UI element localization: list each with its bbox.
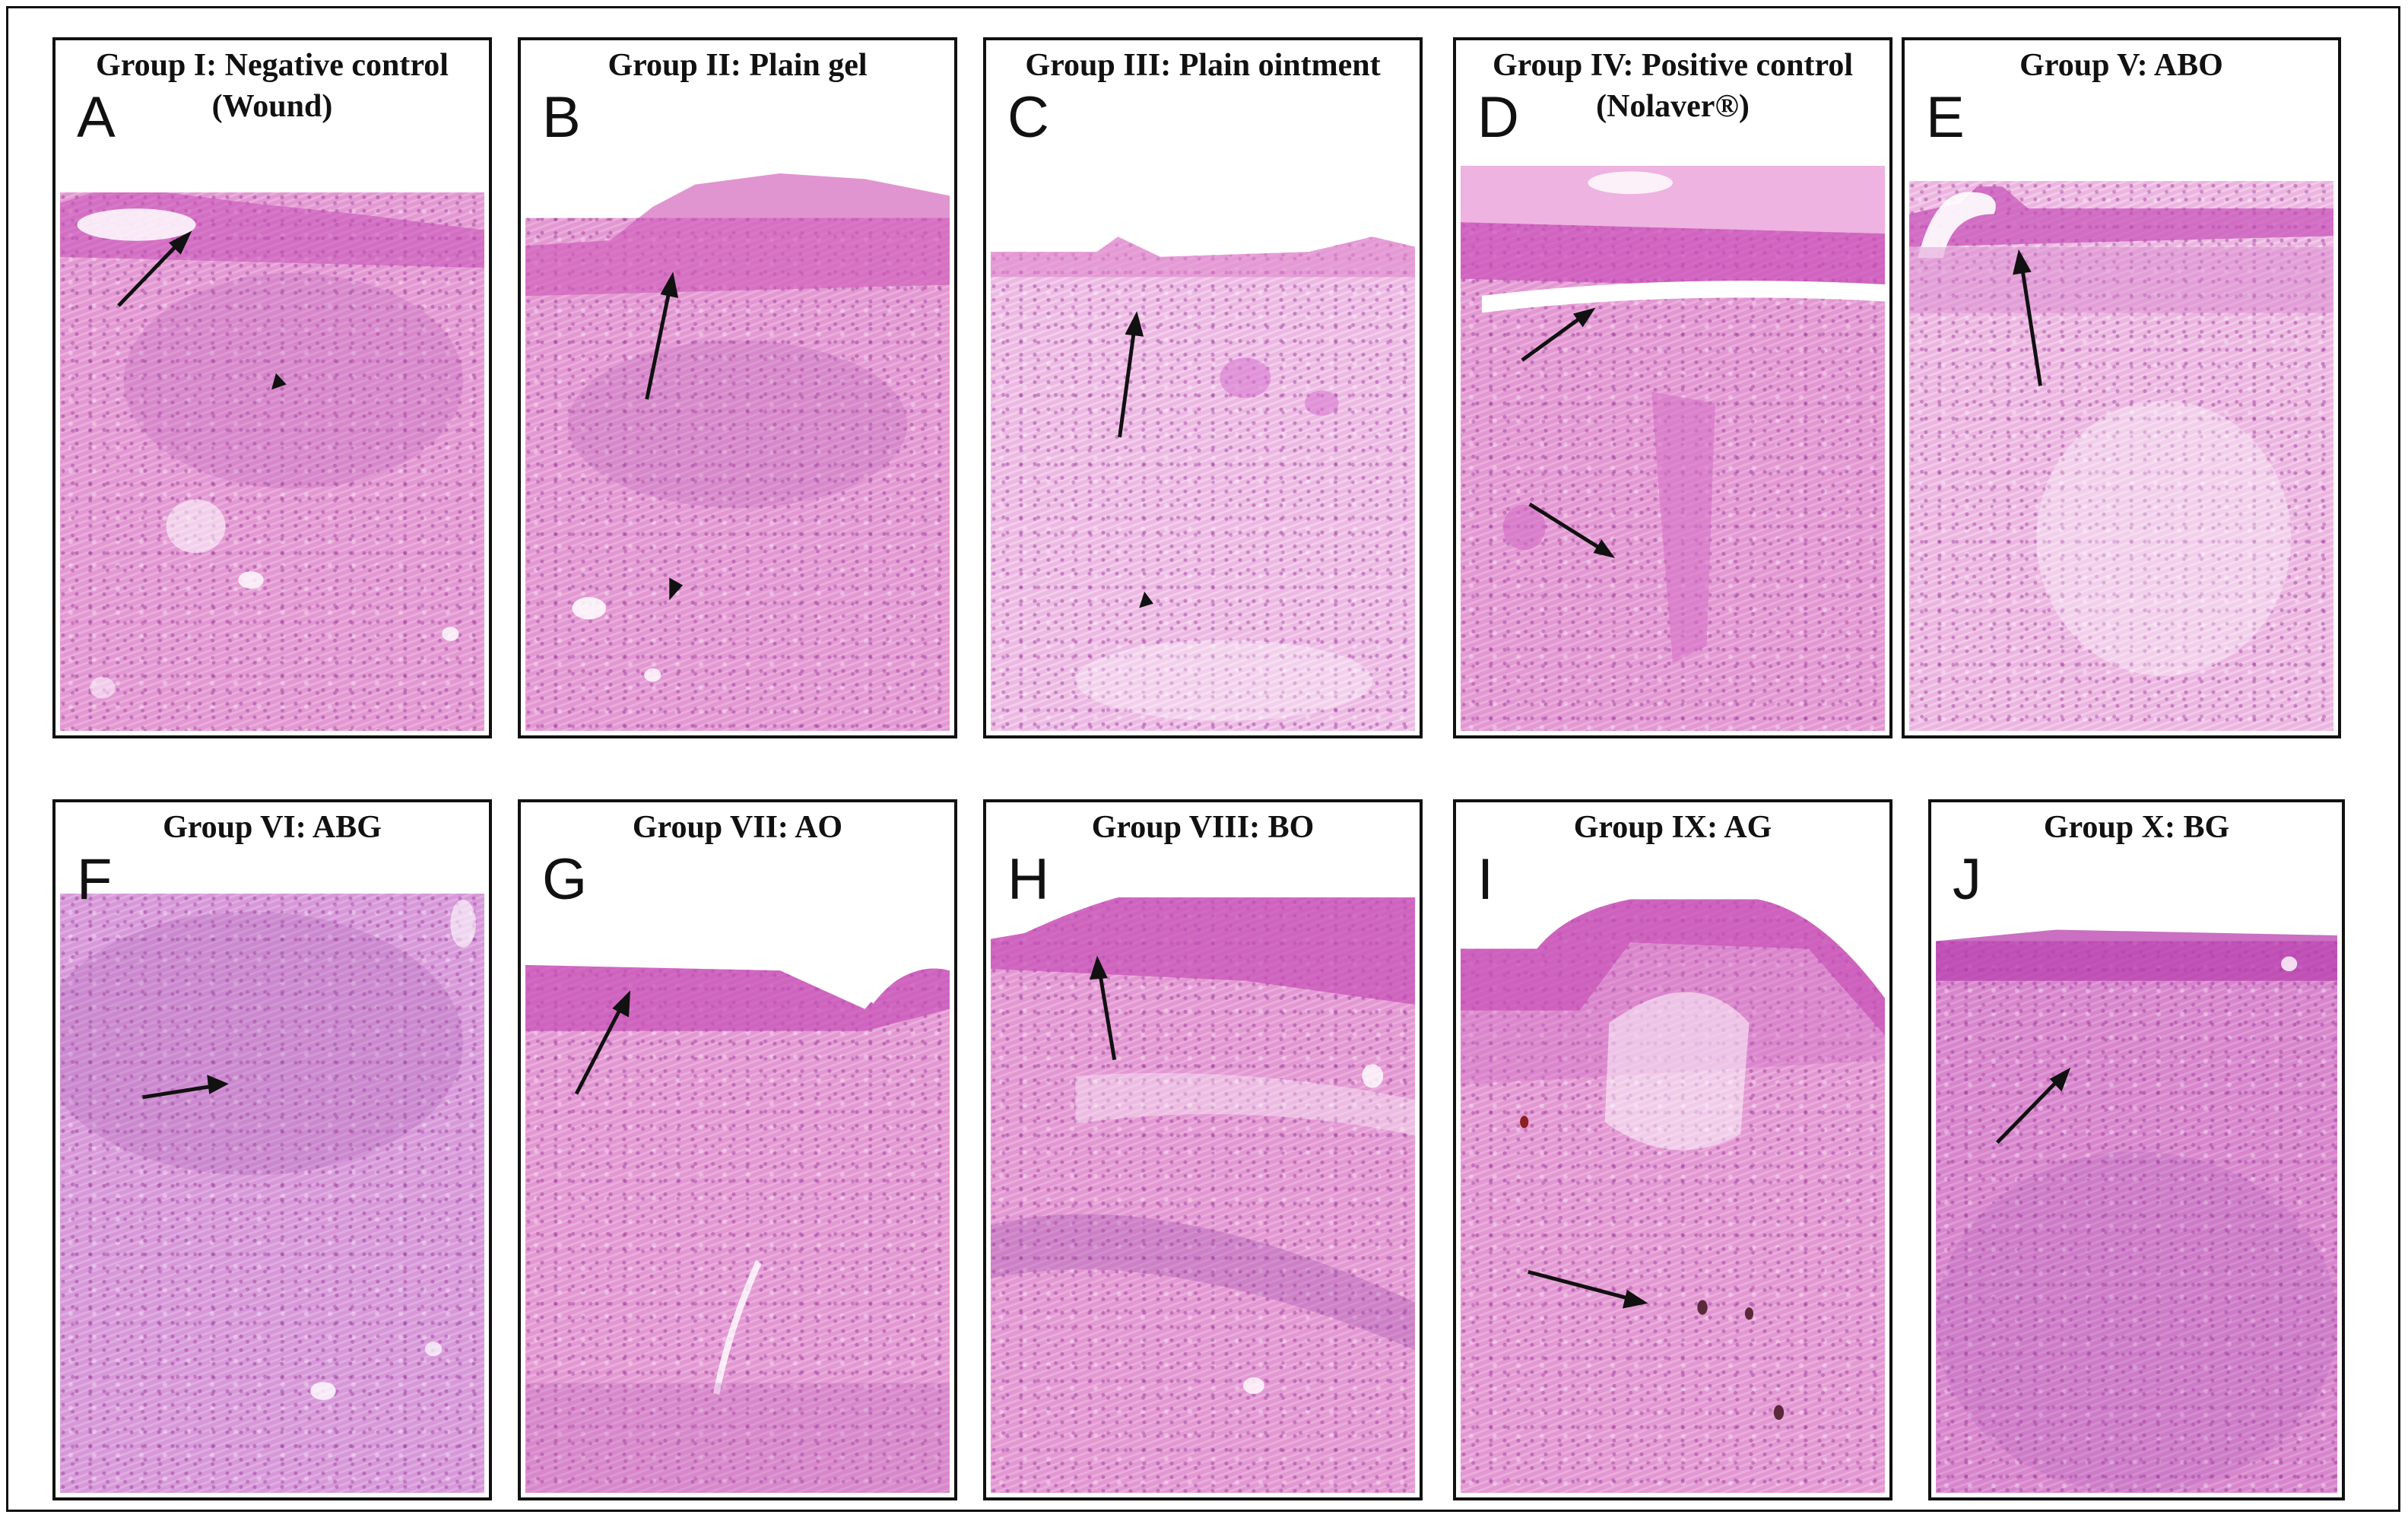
panel-g-arrows [574,990,631,1095]
panel-g-title-line1: Group VII: AO [632,810,843,845]
panel-g-letter: G [542,847,588,912]
panel-c-title: Group III: Plain ointment [986,45,1420,86]
panel-b-title: Group II: Plain gel [521,45,954,86]
panel-f-title-line1: Group VI: ABG [163,810,382,845]
panel-b-micrograph-art [525,173,950,682]
panel-j-title-line1: Group X: BG [2043,810,2230,845]
panel-f-arrow-icon [207,1075,229,1094]
panel-i: Group IX: AG I [1453,799,1892,1500]
panel-h: Group VIII: BO H [983,799,1423,1500]
panel-j-arrow-icon [2049,1067,2071,1092]
panel-a: Group I: Negative control (Wound) A [52,37,492,738]
panel-a-title-line2: (Wound) [211,89,333,124]
panel-e-arrow-icon [2013,249,2032,275]
panel-c-arrows [1118,311,1153,608]
panel-a-micrograph [60,192,484,731]
panel-e: Group V: ABO E [1902,37,2341,738]
panel-h-title-line1: Group VIII: BO [1091,810,1315,845]
panel-d: Group IV: Positive control (Nolaver®) D [1453,37,1892,738]
panel-j-micrograph-art [1936,924,2337,1493]
panel-i-arrow-icon [1622,1290,1648,1309]
panel-f: Group VI: ABG F [52,799,492,1500]
panel-f-micrograph [60,894,484,1493]
panel-d-title-line2: (Nolaver®) [1596,89,1750,124]
panel-c-micrograph-art [991,227,1415,721]
panel-a-letter: A [77,85,116,150]
panel-i-micrograph [1461,875,1885,1493]
panel-e-arrows [2013,249,2042,386]
panel-i-title: Group IX: AG [1456,807,1889,848]
panel-i-arrows [1528,1269,1648,1309]
panel-h-arrows [1090,955,1117,1060]
panel-c-micrograph [991,227,1415,731]
panel-d-micrograph [1461,166,1885,731]
panel-i-micrograph-art [1461,875,1885,1421]
panel-e-micrograph [1909,181,2333,731]
panel-e-title-line1: Group V: ABO [2019,48,2223,83]
panel-h-micrograph-art [991,897,1415,1395]
panel-h-letter: H [1007,847,1049,912]
panel-a-arrows [117,230,287,390]
panel-a-arrow-icon [168,230,192,255]
panel-g-micrograph-art [525,943,950,1493]
panel-d-arrows [1521,307,1616,558]
panel-i-letter: I [1477,847,1494,912]
panel-b-arrowhead-icon [669,577,684,601]
panel-j-title: Group X: BG [1931,807,2342,848]
panel-g: Group VII: AO G [518,799,957,1500]
panel-d-title: Group IV: Positive control (Nolaver®) [1456,45,1889,127]
panel-h-arrow-icon [1090,955,1108,980]
panel-f-title: Group VI: ABG [56,807,489,848]
panel-c-letter: C [1007,85,1049,150]
panel-j-micrograph [1936,924,2337,1493]
panel-d-micrograph-art [1461,166,1885,663]
panel-a-title: Group I: Negative control (Wound) [56,45,489,127]
panel-g-title: Group VII: AO [521,807,954,848]
panel-f-arrows [142,1075,229,1100]
panel-b-letter: B [542,85,581,150]
panel-a-arrowhead-icon [271,373,287,390]
panel-c-title-line1: Group III: Plain ointment [1025,48,1381,83]
panel-d-arrow-icon-2 [1593,539,1616,558]
panel-b-title-line1: Group II: Plain gel [608,48,868,83]
figure-frame: Group I: Negative control (Wound) A Gro [6,6,2400,1512]
panel-i-title-line1: Group IX: AG [1573,810,1772,845]
panel-f-micrograph-art [60,899,476,1400]
panel-g-arrow-icon [612,990,631,1018]
panel-j-letter: J [1953,847,1981,912]
panel-a-title-line1: Group I: Negative control [96,48,449,83]
panel-d-title-line1: Group IV: Positive control [1492,48,1854,83]
panel-h-title: Group VIII: BO [986,807,1420,848]
panel-e-title: Group V: ABO [1905,45,2338,86]
panel-c-arrow-icon [1125,311,1144,337]
panel-h-micrograph [991,897,1415,1493]
panel-e-letter: E [1926,85,1965,150]
panel-d-letter: D [1477,85,1519,150]
panel-d-arrow-icon-1 [1572,307,1596,328]
panel-a-micrograph-art [60,192,484,699]
panel-b-arrows [645,271,684,601]
panel-f-letter: F [77,847,113,912]
panel-j-arrows [1996,1067,2071,1145]
panel-b-micrograph [525,173,950,731]
panel-b-arrow-icon [660,271,679,298]
panel-e-micrograph-art [1909,186,2333,676]
panel-c: Group III: Plain ointment C [983,37,1423,738]
panel-g-micrograph [525,943,950,1493]
panel-b: Group II: Plain gel B [518,37,957,738]
panel-j: Group X: BG J [1928,799,2345,1500]
panel-c-arrowhead-icon [1139,591,1153,608]
